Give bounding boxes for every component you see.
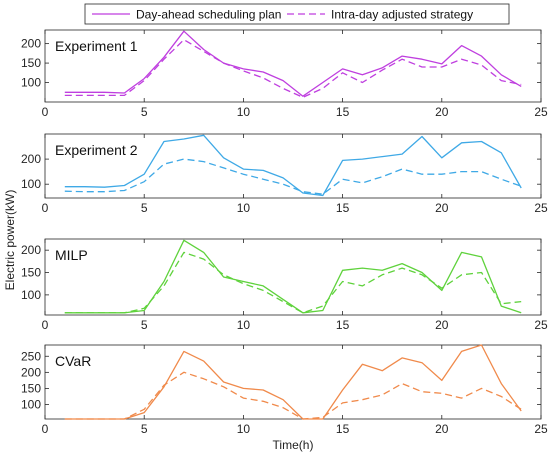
- y-tick-label: 250: [21, 349, 41, 363]
- x-tick-label: 10: [237, 422, 251, 436]
- y-tick-label: 200: [21, 243, 41, 257]
- x-tick-label: 5: [141, 201, 148, 215]
- panel-frame: [44, 238, 542, 316]
- panel-title: MILP: [55, 247, 88, 263]
- y-axis-label: Electric power(kW): [3, 190, 17, 291]
- panel-frame: [44, 344, 542, 420]
- x-tick-label: 15: [336, 105, 350, 119]
- x-tick-label: 25: [534, 422, 548, 436]
- x-axis-label: Time(h): [273, 438, 314, 452]
- y-tick-label: 100: [21, 398, 41, 412]
- x-tick-label: 10: [237, 201, 251, 215]
- x-tick-label: 0: [42, 422, 49, 436]
- x-tick-label: 15: [336, 422, 350, 436]
- panel-4: 0 5 10 15 20 25 100 150 200 250 CVaR Time(h): [21, 344, 548, 452]
- y-tick-label: 200: [21, 365, 41, 379]
- y-tick-label: 200: [21, 37, 41, 51]
- series-line-day-ahead: [64, 30, 522, 97]
- x-tick-label: 0: [42, 105, 49, 119]
- legend-label: Day-ahead scheduling plan: [136, 8, 281, 22]
- x-tick-label: 10: [237, 105, 251, 119]
- legend: Day-ahead scheduling plan Intra-day adjus…: [84, 3, 510, 25]
- panel-3: 0 5 10 15 20 25 100 150 200 MILP: [21, 238, 548, 332]
- x-tick-label: 5: [141, 318, 148, 332]
- y-tick-label: 100: [21, 76, 41, 90]
- series-line-intra-day: [64, 158, 522, 195]
- x-tick-label: 15: [336, 201, 350, 215]
- y-tick-label: 150: [21, 56, 41, 70]
- series-line-day-ahead: [64, 344, 522, 420]
- x-tick-label: 5: [141, 105, 148, 119]
- x-tick-label: 20: [435, 105, 449, 119]
- x-tick-label: 20: [435, 318, 449, 332]
- panel-1: 0 5 10 15 20 25 100 150 200 Experiment 1: [21, 29, 548, 119]
- series-line-day-ahead: [64, 134, 522, 197]
- x-tick-label: 25: [534, 201, 548, 215]
- x-tick-label: 15: [336, 318, 350, 332]
- x-tick-label: 0: [42, 201, 49, 215]
- legend-label: Intra-day adjusted strategy: [331, 8, 473, 22]
- series-line-day-ahead: [64, 239, 522, 314]
- panel-2: 0 5 10 15 20 25 100 200 Experiment 2: [21, 133, 548, 215]
- y-tick-label: 200: [21, 152, 41, 166]
- panel-title: Experiment 2: [55, 142, 138, 158]
- panel-title: Experiment 1: [55, 38, 138, 54]
- series-line-intra-day: [64, 39, 522, 98]
- y-tick-label: 150: [21, 381, 41, 395]
- y-tick-label: 100: [21, 288, 41, 302]
- y-tick-label: 100: [21, 177, 41, 191]
- legend-box: [84, 3, 510, 25]
- x-tick-label: 20: [435, 422, 449, 436]
- y-tick-label: 150: [21, 266, 41, 280]
- x-tick-label: 25: [534, 105, 548, 119]
- series-line-intra-day: [64, 371, 522, 420]
- x-tick-label: 25: [534, 318, 548, 332]
- x-tick-label: 0: [42, 318, 49, 332]
- panel-title: CVaR: [55, 353, 91, 369]
- x-tick-label: 10: [237, 318, 251, 332]
- x-tick-label: 20: [435, 201, 449, 215]
- x-tick-label: 5: [141, 422, 148, 436]
